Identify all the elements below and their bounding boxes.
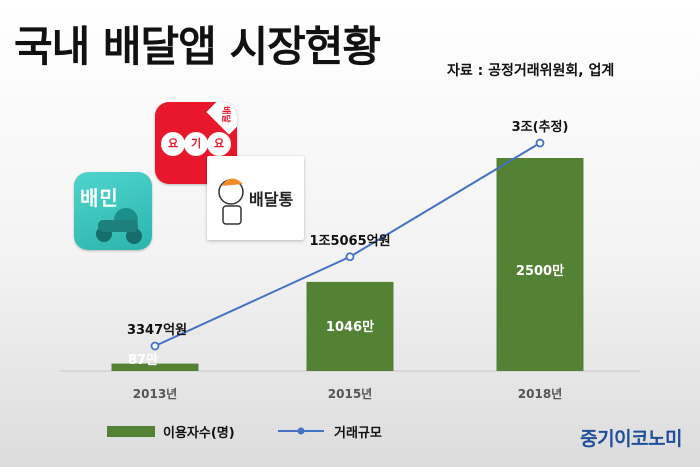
source-note: 자료 : 공정거래위원회, 업계 <box>447 63 615 79</box>
legend-line-marker <box>297 427 305 435</box>
line-value-label: 1조5065억원 <box>309 234 390 249</box>
line-value-label: 3347억원 <box>127 323 187 338</box>
bar-value-label: 87만 <box>128 352 158 368</box>
x-tick-label: 2018년 <box>518 387 562 401</box>
baemin-logo: 배민 <box>74 172 152 250</box>
line-point <box>150 341 160 351</box>
line-point <box>345 252 355 262</box>
legend-bar-label: 이용자수(명) <box>163 425 235 441</box>
yogiyo-char: 기 <box>184 132 208 156</box>
x-tick-label: 2013년 <box>133 387 177 401</box>
baemin-logo-text: 배민 <box>80 186 119 210</box>
baedaltong-logo: 배달통 <box>207 156 304 240</box>
bar-value-label: 1046만 <box>326 319 374 335</box>
bar <box>306 281 394 371</box>
yogiyo-char: 요 <box>161 132 185 156</box>
bar <box>496 158 584 371</box>
yogiyo-char: 요 <box>207 132 231 156</box>
line-value-label: 3조(추정) <box>512 119 569 135</box>
bar-value-label: 2500만 <box>516 263 564 279</box>
brand-logo: 중기이코노미 <box>580 428 682 450</box>
legend-line-label: 거래규모 <box>334 426 382 441</box>
legend-bar-swatch <box>107 426 155 437</box>
baedaltong-logo-text: 배달통 <box>249 190 294 209</box>
chart-title: 국내 배달앱 시장현황 <box>14 22 381 71</box>
bar <box>111 363 199 371</box>
line-point <box>535 138 545 148</box>
x-tick-label: 2015년 <box>328 387 372 401</box>
